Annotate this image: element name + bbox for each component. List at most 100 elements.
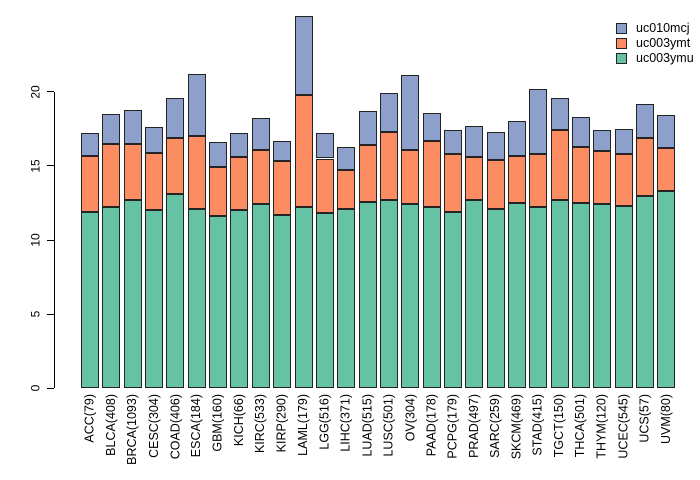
legend-label: uc010mcj	[636, 21, 690, 35]
bar-segment-uc003ymu	[273, 214, 292, 389]
bar-segment-uc003ymu	[337, 208, 356, 389]
bar-segment-uc010mcj	[358, 111, 377, 146]
bar-segment-uc003ymu	[379, 200, 398, 389]
bar-segment-uc003ymt	[166, 137, 185, 195]
bar-segment-uc003ymt	[572, 146, 591, 203]
bar-segment-uc010mcj	[273, 140, 292, 162]
bar-segment-uc003ymt	[187, 136, 206, 209]
bar-segment-uc010mcj	[209, 142, 228, 168]
x-tick-label: GBM(160)	[210, 394, 225, 452]
bar-segment-uc003ymu	[315, 213, 334, 389]
bar-segment-uc010mcj	[230, 133, 249, 157]
legend: uc010mcj uc003ymt uc003ymu	[616, 22, 694, 67]
x-tick-label: LIHC(371)	[338, 394, 353, 452]
x-tick-label: UCEC(545)	[616, 394, 631, 459]
x-tick-label: ESCA(184)	[189, 394, 204, 458]
bar-segment-uc010mcj	[294, 16, 313, 95]
bar-segment-uc010mcj	[636, 103, 655, 138]
bar-segment-uc003ymu	[81, 211, 99, 389]
bar-segment-uc003ymt	[81, 155, 99, 212]
bar-segment-uc010mcj	[550, 97, 569, 131]
y-axis-tick	[47, 91, 54, 93]
y-tick-label: 0	[28, 385, 43, 392]
bar-segment-uc003ymu	[465, 200, 484, 389]
bar-segment-uc003ymt	[230, 157, 249, 211]
bar-segment-uc003ymt	[102, 143, 121, 208]
bar-segment-uc010mcj	[614, 128, 633, 155]
bar-segment-uc003ymt	[422, 140, 441, 208]
bar-segment-uc010mcj	[315, 133, 334, 159]
y-axis-line	[54, 91, 55, 389]
x-tick-label: BLCA(408)	[103, 394, 118, 456]
x-tick-label: SKCM(469)	[509, 394, 524, 460]
x-tick-label: UVM(80)	[658, 394, 673, 445]
bar-segment-uc010mcj	[187, 73, 206, 137]
bar-segment-uc003ymt	[315, 158, 334, 214]
x-tick-label: KIRP(290)	[274, 394, 289, 453]
bar-segment-uc003ymt	[401, 149, 420, 205]
bar-segment-uc003ymu	[572, 203, 591, 389]
bar-segment-uc003ymt	[273, 161, 292, 215]
bar-segment-uc003ymu	[614, 205, 633, 389]
bar-segment-uc010mcj	[593, 130, 612, 152]
x-tick-label: ACC(79)	[82, 394, 97, 443]
legend-swatch-uc003ymt	[616, 37, 627, 49]
bar-segment-uc010mcj	[81, 133, 99, 156]
y-tick-label: 20	[28, 85, 43, 99]
x-tick-label: LAML(179)	[296, 394, 310, 456]
bar-segment-uc003ymu	[508, 203, 526, 389]
x-tick-label: THCA(501)	[573, 394, 588, 458]
bar-segment-uc010mcj	[401, 75, 420, 150]
bar-segment-uc003ymu	[486, 208, 505, 389]
legend-item: uc003ymu	[616, 52, 694, 64]
bar-segment-uc003ymu	[443, 211, 462, 389]
bar-segment-uc003ymt	[550, 130, 569, 201]
bar-segment-uc003ymt	[251, 149, 270, 205]
bar-segment-uc003ymt	[379, 131, 398, 201]
x-tick-label: OV(304)	[402, 394, 417, 442]
bar-segment-uc010mcj	[657, 115, 676, 149]
bar-segment-uc003ymt	[529, 154, 548, 208]
bar-segment-uc003ymt	[465, 157, 484, 201]
legend-label: uc003ymu	[636, 51, 694, 65]
bar-segment-uc003ymt	[657, 148, 676, 192]
bar-segment-uc003ymt	[443, 154, 462, 212]
bar-segment-uc003ymu	[358, 201, 377, 389]
x-tick-label: KICH(66)	[231, 394, 246, 447]
y-axis-tick	[47, 239, 54, 241]
bar-segment-uc010mcj	[145, 127, 164, 153]
bar-segment-uc003ymt	[358, 145, 377, 202]
bar-segment-uc010mcj	[251, 118, 270, 150]
legend-label: uc003ymt	[636, 36, 691, 50]
bar-segment-uc010mcj	[486, 131, 505, 160]
bar-segment-uc010mcj	[422, 112, 441, 141]
bar-segment-uc003ymu	[401, 204, 420, 389]
legend-item: uc010mcj	[616, 22, 694, 34]
legend-swatch-uc003ymu	[616, 52, 627, 64]
bar-segment-uc003ymu	[251, 204, 270, 389]
y-axis-tick	[47, 313, 54, 315]
bar-segment-uc003ymu	[123, 200, 142, 389]
bar-segment-uc003ymt	[123, 143, 142, 201]
bar-segment-uc003ymu	[102, 207, 121, 389]
y-tick-label: 10	[28, 233, 43, 247]
x-tick-label: LUSC(501)	[381, 394, 396, 457]
y-tick-label: 15	[28, 159, 43, 173]
x-tick-label: SARC(259)	[488, 394, 503, 458]
bar-segment-uc010mcj	[337, 146, 356, 171]
bar-segment-uc003ymu	[230, 210, 249, 389]
x-tick-label: PAAD(178)	[424, 394, 439, 457]
bar-segment-uc003ymu	[593, 204, 612, 389]
x-tick-label: UCS(57)	[637, 394, 652, 443]
x-tick-label: BRCA(1093)	[125, 394, 140, 465]
x-tick-label: THYM(120)	[594, 394, 609, 459]
x-tick-label: COAD(406)	[167, 394, 182, 460]
bar-segment-uc010mcj	[465, 125, 484, 157]
bar-segment-uc003ymu	[636, 195, 655, 389]
x-tick-label: KIRC(533)	[253, 394, 268, 454]
legend-item: uc003ymt	[616, 37, 694, 49]
bar-segment-uc010mcj	[572, 116, 591, 147]
bar-segment-uc003ymt	[294, 94, 313, 208]
y-axis-tick	[47, 387, 54, 389]
